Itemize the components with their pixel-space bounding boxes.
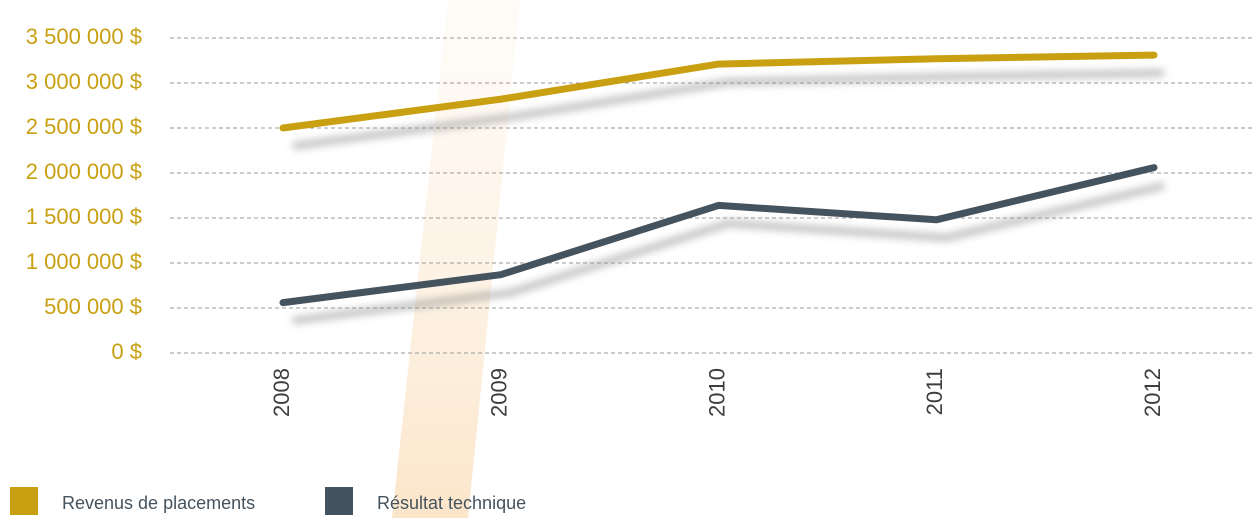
y-tick-label: 500 000 $: [44, 294, 142, 319]
y-tick-label: 0 $: [111, 339, 142, 364]
x-tick-label: 2008: [269, 368, 294, 417]
series-line: [279, 51, 1158, 132]
legend-label: Revenus de placements: [62, 493, 255, 513]
legend-swatch: [325, 487, 353, 515]
y-tick-label: 2 500 000 $: [26, 114, 142, 139]
x-tick-label: 2010: [704, 368, 729, 417]
y-tick-label: 2 000 000 $: [26, 159, 142, 184]
y-tick-label: 3 500 000 $: [26, 24, 142, 49]
x-tick-label: 2011: [922, 368, 947, 415]
x-tick-label: 2009: [487, 368, 512, 417]
line-shadow: [292, 69, 1165, 150]
background-stripe: [392, 0, 520, 518]
legend-swatch: [10, 487, 38, 515]
y-tick-label: 1 500 000 $: [26, 204, 142, 229]
legend-label: Résultat technique: [377, 493, 526, 513]
x-tick-label: 2012: [1140, 368, 1165, 417]
y-tick-label: 3 000 000 $: [26, 69, 142, 94]
series-line: [279, 164, 1158, 307]
y-tick-label: 1 000 000 $: [26, 249, 142, 274]
line-shadow: [292, 182, 1165, 325]
